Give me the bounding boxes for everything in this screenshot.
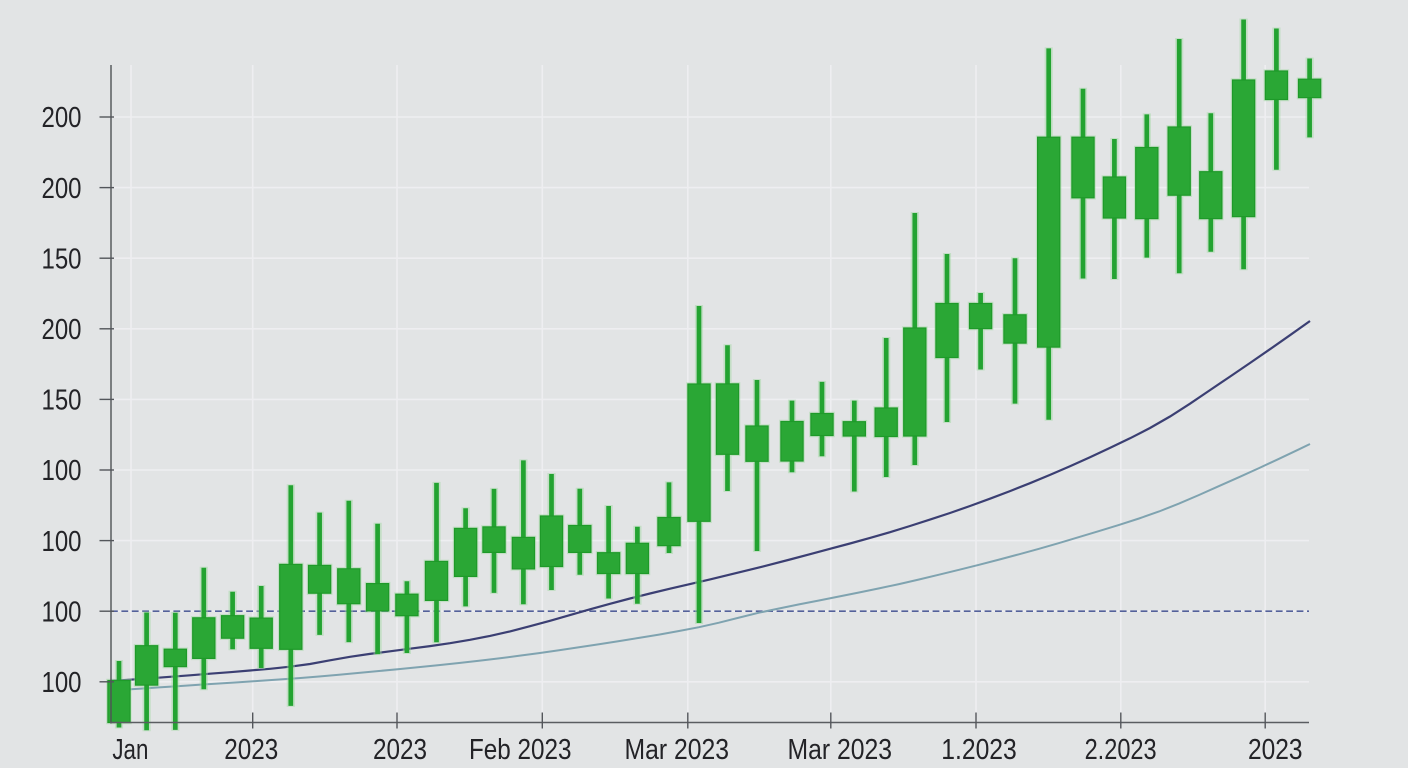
svg-text:100: 100 xyxy=(42,667,82,699)
svg-text:1.2023: 1.2023 xyxy=(941,734,1017,766)
svg-text:100: 100 xyxy=(42,596,82,628)
svg-text:200: 200 xyxy=(42,102,82,134)
svg-text:Mar 2023: Mar 2023 xyxy=(625,734,730,766)
svg-text:150: 150 xyxy=(42,243,82,275)
svg-text:Feb 2023: Feb 2023 xyxy=(469,734,572,766)
svg-text:100: 100 xyxy=(42,526,82,558)
svg-text:2023: 2023 xyxy=(224,734,278,766)
svg-text:2023: 2023 xyxy=(1248,734,1303,766)
svg-text:100: 100 xyxy=(42,455,82,487)
svg-text:200: 200 xyxy=(42,173,82,205)
svg-text:2.2023: 2.2023 xyxy=(1085,734,1157,766)
svg-text:2023: 2023 xyxy=(373,734,427,766)
svg-text:Jan: Jan xyxy=(112,734,148,766)
svg-text:150: 150 xyxy=(42,385,82,417)
svg-text:200: 200 xyxy=(42,314,82,346)
svg-text:Mar 2023: Mar 2023 xyxy=(788,734,893,766)
